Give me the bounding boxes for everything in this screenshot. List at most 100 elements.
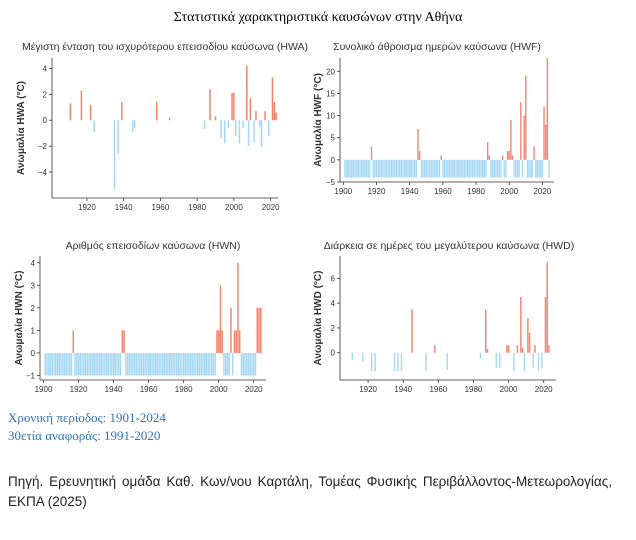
- hwf-bar: [385, 159, 388, 178]
- hwn-x-tick-label: 2000: [210, 385, 228, 394]
- hwf-bar: [369, 159, 371, 178]
- hwf-bar: [350, 159, 353, 178]
- hwn-bar: [160, 352, 162, 376]
- hwd-bar: [507, 345, 510, 353]
- hwn-bar: [186, 352, 188, 376]
- hwn-bar: [63, 352, 66, 376]
- hwf-bar: [516, 159, 519, 178]
- hwf-bar: [408, 159, 411, 178]
- hwn-y-tick-label: 3: [31, 281, 36, 290]
- hwa-y-tick-label: 4: [43, 64, 48, 73]
- hwn-bar: [56, 352, 59, 376]
- hwf-bar: [526, 159, 529, 178]
- hwn-bar: [253, 352, 255, 376]
- hwn-bar: [249, 352, 251, 376]
- hwf-bar: [362, 159, 364, 178]
- hwn-bar: [95, 352, 97, 376]
- hwn-bar: [139, 352, 141, 376]
- hwn-bar: [91, 352, 94, 376]
- hwn-bar: [233, 330, 236, 353]
- hwn-y-tick-label: 4: [31, 259, 36, 268]
- hwn-bar: [258, 307, 260, 353]
- hwn-bar: [55, 352, 57, 376]
- hwf-bar: [543, 106, 545, 160]
- hwn-bar: [98, 352, 101, 376]
- hwn-x-tick-label: 1940: [105, 385, 123, 394]
- hwa-y-tick-label: 2: [43, 90, 48, 99]
- hwf-y-tick-label: 20: [326, 67, 335, 76]
- hwn-bar: [163, 352, 166, 376]
- hwn-bar: [114, 352, 117, 376]
- hwa-chart-title: Μέγιστη ένταση του ισχυρότερου επεισοδίο…: [22, 41, 308, 53]
- hwf-bar: [538, 159, 540, 178]
- hwn-bar: [256, 307, 258, 353]
- hwn-bar: [237, 262, 239, 353]
- hwn-chart: Αριθμός επεισοδίων καύσωνα (HWN) Ανωμαλί…: [14, 240, 266, 394]
- hwf-bar: [438, 159, 441, 178]
- hwd-bar: [397, 352, 399, 372]
- hwf-bar: [433, 159, 436, 178]
- period-label: Χρονική περίοδος: 1901-2024: [8, 410, 166, 425]
- hwa-x-tick-label: 2000: [225, 203, 243, 212]
- hwn-bar: [77, 352, 80, 376]
- hwa-bar: [168, 117, 171, 121]
- hwf-x-tick-label: 1940: [401, 187, 419, 196]
- hwa-y-tick-label: −2: [38, 142, 48, 151]
- hwa-bar: [238, 120, 241, 144]
- hwn-bar: [84, 352, 87, 376]
- hwf-bar: [520, 102, 522, 160]
- hwn-bar: [193, 352, 195, 376]
- hwn-x-tick-label: 1900: [35, 385, 53, 394]
- hwd-bar: [495, 352, 498, 368]
- hwn-bar: [62, 352, 64, 376]
- hwd-bar: [425, 352, 427, 372]
- hwa-x-tick-label: 1920: [78, 203, 96, 212]
- hwa-x-tick-label: 1980: [188, 203, 206, 212]
- hwa-bar: [242, 120, 244, 128]
- hwn-bar: [90, 352, 92, 376]
- hwn-bar: [242, 352, 244, 376]
- hwf-bar: [535, 159, 537, 178]
- hwf-bar: [442, 159, 444, 178]
- hwn-y-tick-label: 2: [31, 304, 36, 313]
- hwd-bar: [528, 332, 531, 353]
- hwf-bar: [357, 159, 359, 178]
- hwn-bar: [118, 352, 120, 376]
- hwf-x-tick-label: 1980: [467, 187, 485, 196]
- hwd-bar: [393, 352, 396, 372]
- hwn-bar: [167, 352, 169, 376]
- hwf-bar: [417, 128, 419, 160]
- hwf-bar: [477, 159, 479, 178]
- hwn-bar: [121, 330, 124, 353]
- hwn-bar: [244, 352, 246, 376]
- hwn-bar: [161, 352, 164, 376]
- hwn-bar: [219, 285, 222, 353]
- hwn-bar: [123, 330, 125, 353]
- hwn-bar: [102, 352, 104, 376]
- hwn-x-tick-label: 2020: [245, 385, 263, 394]
- hwn-bar: [239, 330, 241, 353]
- hwf-bar: [533, 146, 535, 160]
- hwf-bar: [365, 159, 368, 178]
- hwd-bar: [485, 309, 487, 353]
- hwn-bar: [53, 352, 55, 376]
- hwn-bar: [111, 352, 113, 376]
- hwa-bar: [220, 120, 222, 139]
- hwn-bar: [189, 352, 192, 376]
- hwa-bar: [223, 120, 226, 144]
- hwn-bar: [223, 352, 225, 376]
- hwf-bar: [440, 155, 442, 160]
- hwf-bar: [540, 159, 542, 178]
- hwd-chart: Διάρκεια σε ημέρες του μεγαλύτερου καύσω…: [313, 240, 574, 394]
- hwd-bar: [527, 318, 529, 353]
- hwn-bar: [217, 330, 220, 353]
- hwn-bar: [147, 352, 150, 376]
- hwd-bar: [411, 309, 413, 353]
- hwn-bar: [260, 307, 262, 353]
- hwn-bar: [51, 352, 53, 376]
- hwn-bar: [175, 352, 178, 376]
- hwn-bar: [224, 352, 227, 376]
- hwf-bar: [525, 75, 527, 160]
- source-note: Πηγή. Ερευνητική ομάδα Καθ. Κων/νου Καρτ…: [8, 474, 612, 509]
- hwd-y-tick-label: 4: [331, 299, 336, 308]
